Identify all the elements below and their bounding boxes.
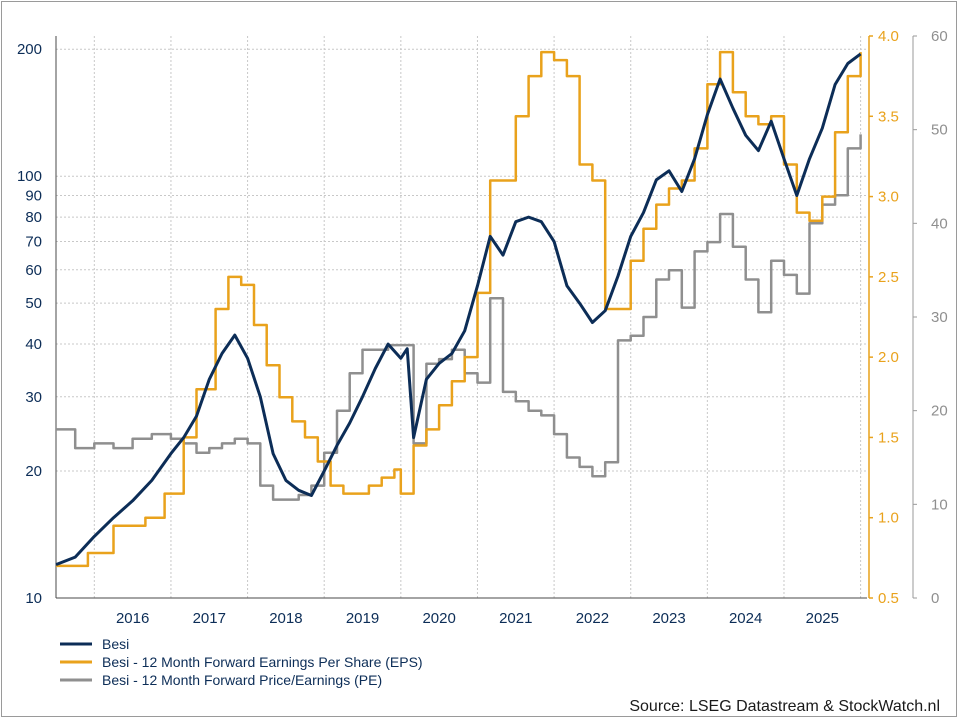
y-pe-tick-label: 40 bbox=[931, 215, 948, 232]
y-eps-tick-label: 2.5 bbox=[878, 269, 899, 286]
y-pe-tick-label: 30 bbox=[931, 309, 948, 326]
x-tick-label: 2022 bbox=[576, 610, 609, 627]
x-tick-label: 2016 bbox=[116, 610, 149, 627]
y-pe-tick-label: 50 bbox=[931, 122, 948, 139]
y-left-tick-label: 30 bbox=[25, 389, 42, 406]
y-left-tick-label: 80 bbox=[25, 209, 42, 226]
y-pe-tick-label: 60 bbox=[931, 28, 948, 45]
y-eps-tick-label: 4.0 bbox=[878, 28, 899, 45]
y-left-tick-label: 70 bbox=[25, 234, 42, 251]
x-tick-label: 2019 bbox=[346, 610, 379, 627]
y-left-tick-label: 100 bbox=[17, 168, 42, 185]
y-left-tick-label: 40 bbox=[25, 336, 42, 353]
y-eps-tick-label: 2.0 bbox=[878, 349, 899, 366]
series-line-0 bbox=[55, 52, 862, 566]
y-eps-tick-label: 3.5 bbox=[878, 108, 899, 125]
grid-layer bbox=[56, 36, 867, 598]
series-line-2 bbox=[56, 134, 862, 501]
x-tick-label: 2018 bbox=[269, 610, 302, 627]
axes-layer: 2016 2017 2018 2019 2020 2021 2022 2023 2024 2025… bbox=[17, 28, 948, 627]
series-line-1 bbox=[56, 50, 862, 568]
y-left-tick-label: 200 bbox=[17, 41, 42, 58]
y-eps-tick-label: 1.5 bbox=[878, 429, 899, 446]
legend-label: Besi - 12 Month Forward Earnings Per Sha… bbox=[102, 654, 423, 670]
y-left-tick-label: 60 bbox=[25, 262, 42, 279]
x-tick-label: 2025 bbox=[806, 610, 839, 627]
y-left-tick-label: 90 bbox=[25, 188, 42, 205]
y-pe-tick-label: 10 bbox=[931, 496, 948, 513]
y-eps-tick-label: 0.5 bbox=[878, 590, 899, 607]
x-tick-label: 2023 bbox=[652, 610, 685, 627]
x-tick-label: 2020 bbox=[422, 610, 455, 627]
x-tick-label: 2021 bbox=[499, 610, 532, 627]
y-left-tick-label: 20 bbox=[25, 463, 42, 480]
legend-label: Besi - 12 Month Forward Price/Earnings (… bbox=[102, 672, 382, 688]
x-tick-label: 2017 bbox=[193, 610, 226, 627]
source-label: Source: LSEG Datastream & StockWatch.nl bbox=[629, 698, 940, 715]
legend-label: Besi bbox=[102, 636, 129, 652]
y-eps-tick-label: 3.0 bbox=[878, 189, 899, 206]
x-tick-label: 2024 bbox=[729, 610, 762, 627]
y-eps-tick-label: 1.0 bbox=[878, 510, 899, 527]
y-left-tick-label: 10 bbox=[25, 590, 42, 607]
y-pe-tick-label: 20 bbox=[931, 403, 948, 420]
y-pe-tick-label: 0 bbox=[931, 590, 939, 607]
y-left-tick-label: 50 bbox=[25, 295, 42, 312]
series-layer bbox=[55, 50, 862, 568]
legend: Besi Besi - 12 Month Forward Earnings Per… bbox=[60, 636, 423, 688]
